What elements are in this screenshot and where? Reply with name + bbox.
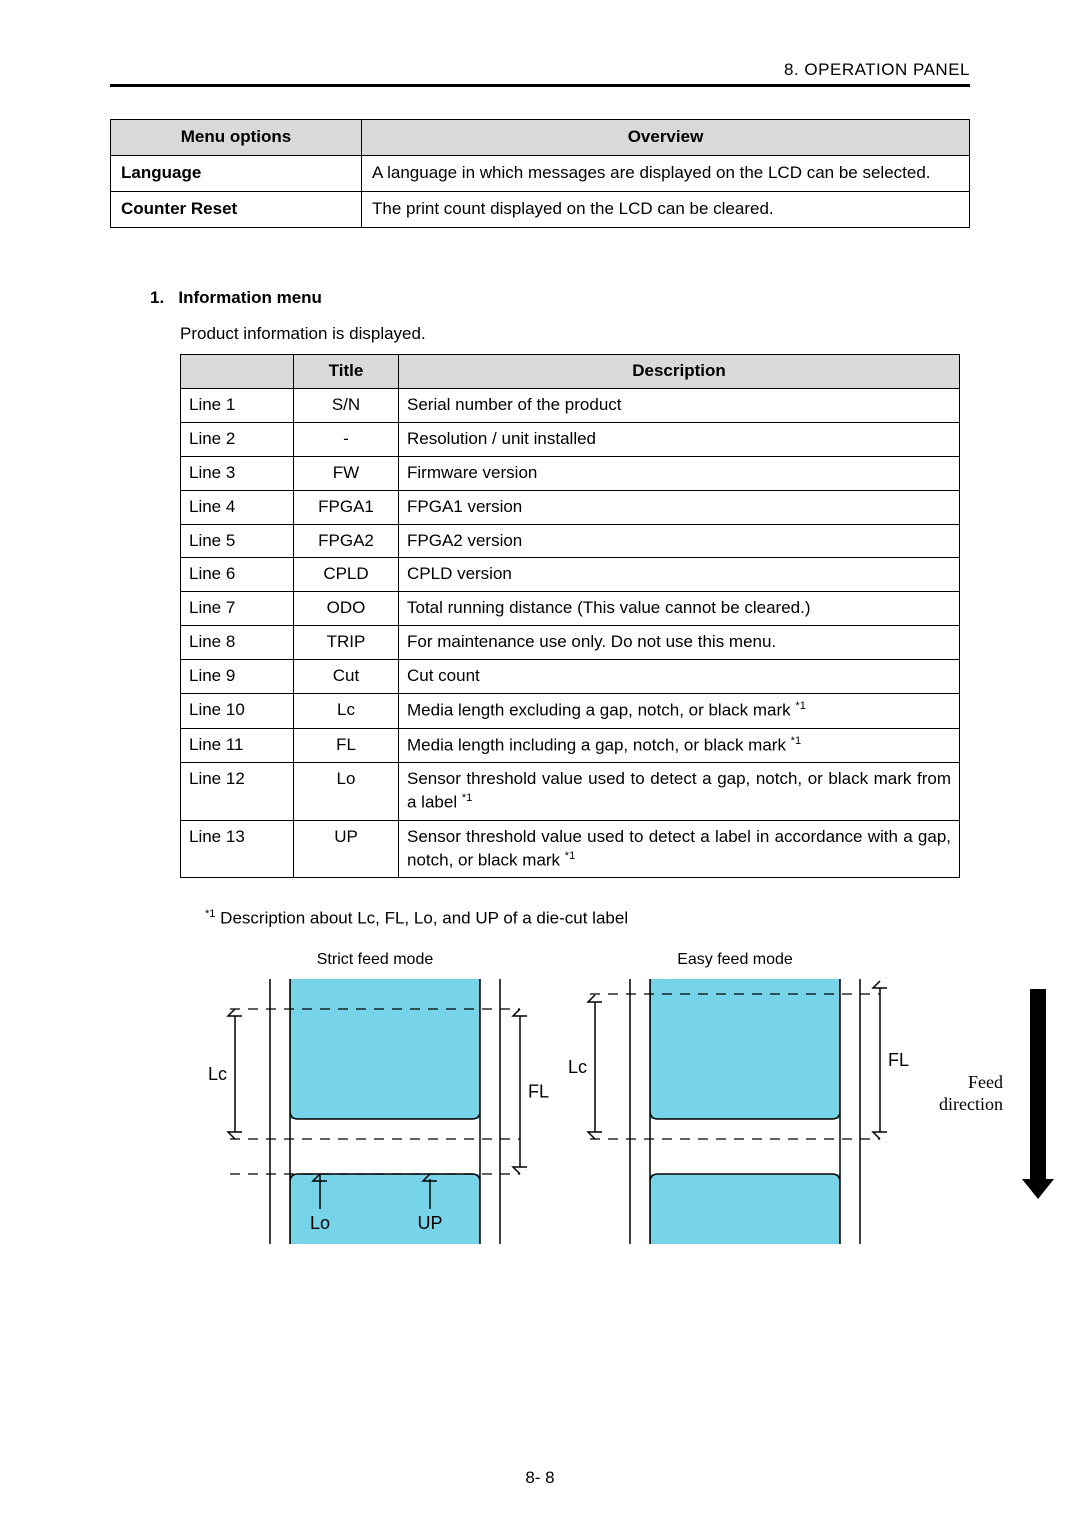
information-table: Title Description Line 1S/NSerial number… — [180, 354, 960, 879]
section-number: 1. — [150, 288, 164, 307]
t1-h-menu: Menu options — [111, 120, 362, 156]
page-number: 8- 8 — [110, 1468, 970, 1488]
title-cell: FPGA2 — [294, 524, 399, 558]
desc-cell: FPGA2 version — [399, 524, 960, 558]
desc-cell: Firmware version — [399, 456, 960, 490]
table-row: LanguageA language in which messages are… — [111, 155, 970, 191]
desc-cell: For maintenance use only. Do not use thi… — [399, 626, 960, 660]
svg-text:UP: UP — [417, 1213, 442, 1233]
svg-text:Strict feed mode: Strict feed mode — [317, 951, 434, 968]
title-cell: Cut — [294, 660, 399, 694]
title-cell: TRIP — [294, 626, 399, 660]
title-cell: FL — [294, 728, 399, 763]
desc-cell: Serial number of the product — [399, 388, 960, 422]
menu-options-table: Menu options Overview LanguageA language… — [110, 119, 970, 228]
section-title: Information menu — [178, 288, 322, 307]
desc-cell: FPGA1 version — [399, 490, 960, 524]
menu-option-cell: Language — [111, 155, 362, 191]
table-row: Line 3FWFirmware version — [181, 456, 960, 490]
page-header: 8. OPERATION PANEL — [110, 60, 970, 80]
desc-sup: *1 — [462, 792, 472, 804]
line-cell: Line 7 — [181, 592, 294, 626]
table-row: Line 8TRIPFor maintenance use only. Do n… — [181, 626, 960, 660]
svg-text:FL: FL — [528, 1082, 549, 1102]
table-row: Line 7ODOTotal running distance (This va… — [181, 592, 960, 626]
table-row: Counter ResetThe print count displayed o… — [111, 191, 970, 227]
line-cell: Line 12 — [181, 763, 294, 821]
footnote-text: Description about Lc, FL, Lo, and UP of … — [215, 909, 628, 928]
table-row: Line 12LoSensor threshold value used to … — [181, 763, 960, 821]
desc-sup: *1 — [795, 700, 805, 712]
table-row: Line 4FPGA1FPGA1 version — [181, 490, 960, 524]
t2-h-title: Title — [294, 354, 399, 388]
title-cell: FW — [294, 456, 399, 490]
desc-cell: Media length excluding a gap, notch, or … — [399, 694, 960, 729]
line-cell: Line 8 — [181, 626, 294, 660]
title-cell: S/N — [294, 388, 399, 422]
title-cell: ODO — [294, 592, 399, 626]
title-cell: FPGA1 — [294, 490, 399, 524]
line-cell: Line 6 — [181, 558, 294, 592]
title-cell: - — [294, 422, 399, 456]
t2-h-desc: Description — [399, 354, 960, 388]
table-row: Line 11FLMedia length including a gap, n… — [181, 728, 960, 763]
overview-cell: The print count displayed on the LCD can… — [362, 191, 970, 227]
table-row: Line 1S/NSerial number of the product — [181, 388, 960, 422]
table-row: Line 13UPSensor threshold value used to … — [181, 820, 960, 878]
desc-cell: Sensor threshold value used to detect a … — [399, 820, 960, 878]
line-cell: Line 1 — [181, 388, 294, 422]
table-row: Line 2-Resolution / unit installed — [181, 422, 960, 456]
table-row: Line 9CutCut count — [181, 660, 960, 694]
line-cell: Line 10 — [181, 694, 294, 729]
title-cell: UP — [294, 820, 399, 878]
svg-text:FL: FL — [888, 1050, 909, 1070]
svg-text:Easy feed mode: Easy feed mode — [677, 951, 793, 968]
table-row: Line 5FPGA2FPGA2 version — [181, 524, 960, 558]
overview-cell: A language in which messages are display… — [362, 155, 970, 191]
desc-cell: CPLD version — [399, 558, 960, 592]
line-cell: Line 13 — [181, 820, 294, 878]
line-cell: Line 11 — [181, 728, 294, 763]
table-row: Line 6CPLDCPLD version — [181, 558, 960, 592]
t1-h-overview: Overview — [362, 120, 970, 156]
table-row: Line 10LcMedia length excluding a gap, n… — [181, 694, 960, 729]
footnote-marker: *1 — [205, 908, 215, 920]
desc-cell: Resolution / unit installed — [399, 422, 960, 456]
line-cell: Line 5 — [181, 524, 294, 558]
svg-text:Feed: Feed — [968, 1072, 1003, 1092]
svg-text:direction: direction — [939, 1094, 1003, 1114]
desc-cell: Cut count — [399, 660, 960, 694]
svg-text:Lc: Lc — [208, 1064, 227, 1084]
line-cell: Line 3 — [181, 456, 294, 490]
title-cell: CPLD — [294, 558, 399, 592]
desc-sup: *1 — [565, 850, 575, 862]
line-cell: Line 2 — [181, 422, 294, 456]
title-cell: Lc — [294, 694, 399, 729]
title-cell: Lo — [294, 763, 399, 821]
feed-mode-diagram: Strict feed mode Easy feed mode Lc FL Lo UP Lc… — [180, 949, 980, 1264]
section-heading: 1. Information menu — [150, 288, 970, 308]
desc-cell: Total running distance (This value canno… — [399, 592, 960, 626]
line-cell: Line 9 — [181, 660, 294, 694]
desc-sup: *1 — [791, 735, 801, 747]
menu-option-cell: Counter Reset — [111, 191, 362, 227]
svg-text:Lo: Lo — [310, 1213, 330, 1233]
line-cell: Line 4 — [181, 490, 294, 524]
svg-text:Lc: Lc — [568, 1057, 587, 1077]
desc-cell: Media length including a gap, notch, or … — [399, 728, 960, 763]
desc-cell: Sensor threshold value used to detect a … — [399, 763, 960, 821]
t2-h-blank — [181, 354, 294, 388]
section-intro: Product information is displayed. — [180, 324, 970, 344]
header-rule — [110, 84, 970, 87]
footnote: *1 Description about Lc, FL, Lo, and UP … — [205, 908, 970, 929]
